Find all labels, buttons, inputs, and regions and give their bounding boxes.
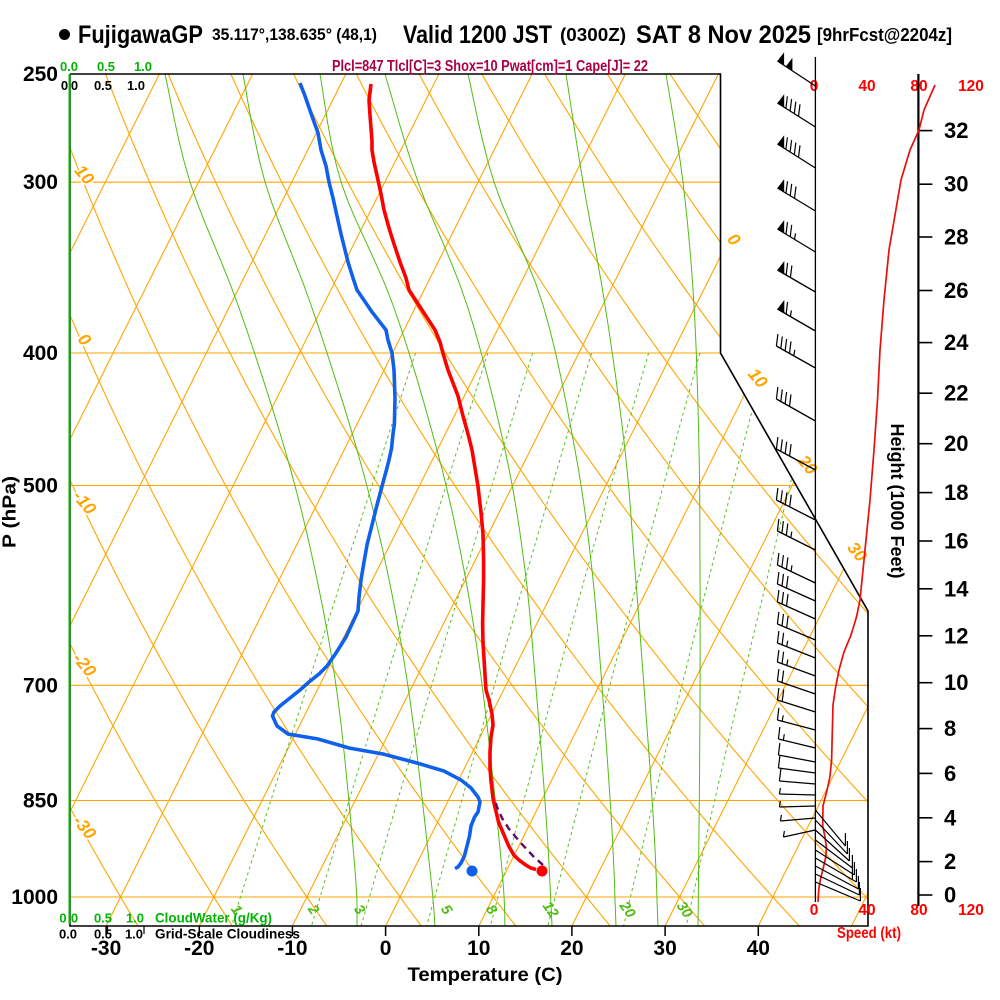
svg-text:1.0: 1.0 bbox=[125, 927, 143, 942]
svg-text:4: 4 bbox=[944, 805, 957, 830]
svg-text:0: 0 bbox=[810, 78, 819, 95]
svg-text:1.0: 1.0 bbox=[127, 78, 145, 93]
svg-text:12: 12 bbox=[539, 899, 561, 921]
svg-text:FujigawaGP: FujigawaGP bbox=[78, 21, 203, 49]
svg-text:Temperature (C): Temperature (C) bbox=[408, 965, 563, 986]
svg-text:SAT 8 Nov 2025: SAT 8 Nov 2025 bbox=[636, 21, 811, 49]
svg-text:700: 700 bbox=[23, 674, 58, 697]
svg-text:40: 40 bbox=[858, 902, 875, 919]
svg-text:0: 0 bbox=[380, 937, 392, 960]
svg-text:120: 120 bbox=[958, 902, 984, 919]
svg-text:14: 14 bbox=[944, 576, 969, 601]
svg-text:0: 0 bbox=[61, 78, 68, 93]
svg-text:-10: -10 bbox=[277, 937, 307, 960]
svg-text:300: 300 bbox=[23, 171, 58, 194]
svg-text:0: 0 bbox=[71, 911, 78, 926]
svg-text:30: 30 bbox=[673, 899, 695, 921]
svg-text:12: 12 bbox=[944, 623, 968, 648]
svg-text:0: 0 bbox=[810, 902, 819, 919]
svg-text:10: 10 bbox=[944, 670, 968, 695]
svg-text:Valid 1200 JST: Valid 1200 JST bbox=[403, 21, 552, 49]
svg-text:8: 8 bbox=[944, 716, 956, 741]
svg-text:-30: -30 bbox=[91, 937, 121, 960]
svg-text:1.0: 1.0 bbox=[134, 59, 152, 74]
svg-text:850: 850 bbox=[23, 790, 58, 813]
svg-text:0.0: 0.0 bbox=[60, 59, 78, 74]
svg-text:0: 0 bbox=[944, 883, 956, 908]
svg-text:40: 40 bbox=[858, 78, 875, 95]
svg-text:500: 500 bbox=[23, 475, 58, 498]
svg-text:6: 6 bbox=[944, 761, 956, 786]
svg-text:20: 20 bbox=[944, 431, 968, 456]
svg-text:0.5: 0.5 bbox=[94, 927, 112, 942]
svg-text:1.0: 1.0 bbox=[126, 911, 144, 926]
svg-text:0.5: 0.5 bbox=[94, 911, 112, 926]
svg-text:120: 120 bbox=[958, 78, 984, 95]
svg-text:2: 2 bbox=[944, 849, 956, 874]
svg-text:P (hPa): P (hPa) bbox=[0, 476, 20, 548]
svg-text:28: 28 bbox=[944, 225, 968, 250]
svg-text:Speed (kt): Speed (kt) bbox=[837, 925, 901, 942]
svg-text:250: 250 bbox=[23, 63, 58, 86]
svg-text:16: 16 bbox=[944, 529, 968, 554]
svg-text:32: 32 bbox=[944, 118, 968, 143]
svg-text:[9hrFcst@2204z]: [9hrFcst@2204z] bbox=[817, 25, 952, 45]
svg-text:Grid-Scale Cloudiness: Grid-Scale Cloudiness bbox=[155, 927, 300, 942]
svg-text:CloudWater (g/Kg): CloudWater (g/Kg) bbox=[155, 911, 272, 926]
svg-text:80: 80 bbox=[910, 902, 927, 919]
svg-text:0: 0 bbox=[71, 78, 78, 93]
svg-text:40: 40 bbox=[747, 937, 770, 960]
svg-text:-20: -20 bbox=[184, 937, 214, 960]
svg-text:22: 22 bbox=[944, 381, 968, 406]
svg-text:400: 400 bbox=[23, 342, 58, 365]
svg-text:Height (1000 Feet): Height (1000 Feet) bbox=[887, 423, 907, 578]
svg-text:18: 18 bbox=[944, 480, 968, 505]
svg-text:20: 20 bbox=[560, 937, 583, 960]
svg-text:0.5: 0.5 bbox=[97, 59, 115, 74]
svg-text:26: 26 bbox=[944, 278, 968, 303]
svg-text:24: 24 bbox=[944, 330, 969, 355]
svg-text:(0300Z): (0300Z) bbox=[560, 25, 626, 45]
svg-text:Plcl=847 Tlcl[C]=3 Shox=10 Pwa: Plcl=847 Tlcl[C]=3 Shox=10 Pwat[cm]=1 Ca… bbox=[332, 58, 648, 75]
svg-text:30: 30 bbox=[944, 172, 968, 197]
svg-text:0.0: 0.0 bbox=[59, 927, 77, 942]
svg-text:30: 30 bbox=[653, 937, 676, 960]
svg-text:10: 10 bbox=[467, 937, 490, 960]
svg-text:35.117°,138.635° (48,1): 35.117°,138.635° (48,1) bbox=[212, 25, 377, 44]
svg-text:0.5: 0.5 bbox=[94, 78, 112, 93]
svg-text:1000: 1000 bbox=[11, 886, 58, 909]
svg-text:0: 0 bbox=[59, 911, 66, 926]
